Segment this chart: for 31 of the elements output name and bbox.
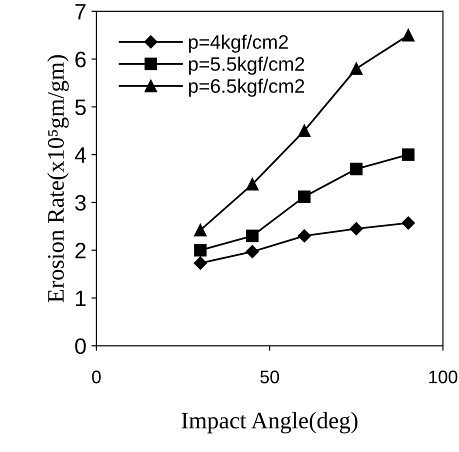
y-tick-label: 4 (74, 147, 86, 163)
point (194, 256, 207, 270)
y-tick-label: 1 (76, 290, 86, 306)
y-tick-label: 3 (75, 194, 86, 211)
y-axis-title: Erosion Rate(x10⁵gm/gm) (47, 55, 69, 302)
legend-label: p=6.5kgf/cm2 (189, 78, 304, 97)
y-tick-label: 7 (75, 4, 86, 20)
point (298, 190, 311, 203)
point (298, 229, 311, 242)
point (246, 245, 259, 258)
legend-label: p=5.5kgf/cm2 (189, 56, 304, 75)
point (298, 124, 311, 138)
x-tick-label: 50 (260, 370, 279, 384)
y-tick-label: 0 (75, 338, 86, 354)
y-tick-label: 5 (75, 100, 86, 116)
y-tick-label: 6 (75, 52, 86, 68)
point (246, 178, 259, 191)
point (194, 244, 207, 256)
x-axis-title: Impact Angle(deg) (182, 412, 358, 434)
point (402, 28, 415, 42)
x-tick-label: 0 (92, 370, 101, 384)
point (350, 62, 363, 75)
legend-label: p=4kgf/cm2 (189, 34, 288, 53)
x-tick-label: 100 (429, 370, 458, 384)
point (194, 224, 207, 236)
point (402, 216, 415, 230)
point (350, 162, 363, 176)
point (246, 230, 259, 242)
point (350, 222, 363, 236)
y-tick-label: 2 (75, 242, 86, 258)
point (402, 148, 415, 161)
